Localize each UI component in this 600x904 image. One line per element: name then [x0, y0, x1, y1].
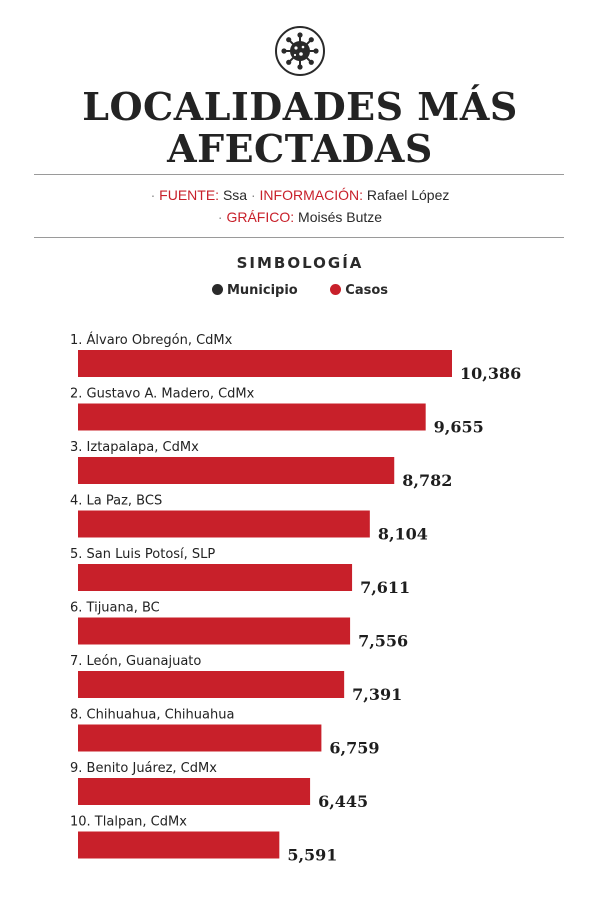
fuente-value: Ssa	[222, 187, 248, 203]
category-label: 7. León, Guanajuato	[70, 654, 201, 669]
category-label: 8. Chihuahua, Chihuahua	[70, 708, 234, 723]
bar	[78, 457, 395, 484]
category-label: 10. Tlalpan, CdMx	[70, 815, 187, 830]
bar	[78, 617, 351, 645]
value-label: 7,611	[360, 578, 410, 597]
value-label: 8,782	[402, 471, 452, 490]
value-label: 9,655	[434, 418, 484, 437]
category-label: 3. Iztapalapa, CdMx	[70, 440, 199, 455]
bar	[78, 510, 370, 538]
fuente-label: FUENTE:	[159, 187, 220, 203]
bar	[78, 350, 452, 377]
divider-bottom	[34, 237, 564, 238]
value-label: 7,556	[358, 632, 408, 651]
credits-line-1: · FUENTE: Ssa · INFORMACIÓN: Rafael Lópe…	[150, 187, 450, 203]
value-label: 5,591	[287, 846, 337, 865]
legend-dot-icon	[211, 284, 223, 295]
category-label: 2. Gustavo A. Madero, CdMx	[70, 387, 255, 402]
page-title: LOCALIDADES MÁS AFECTADAS	[0, 86, 600, 170]
value-label: 8,104	[378, 525, 428, 544]
credits-line-2: · GRÁFICO: Moisés Butze	[217, 209, 383, 225]
bar	[78, 671, 345, 698]
grafico-value: Moisés Butze	[298, 209, 383, 225]
bar	[78, 403, 426, 431]
bar	[78, 831, 280, 859]
category-label: 5. San Luis Potosí, SLP	[70, 547, 215, 562]
bar-chart: 1. Álvaro Obregón, CdMx 10,386 2. Gustavo …	[70, 332, 521, 865]
informacion-label: INFORMACIÓN:	[259, 187, 363, 203]
bar	[78, 778, 311, 805]
category-label: 9. Benito Juárez, CdMx	[70, 761, 217, 776]
title-line-1: LOCALIDADES MÁS	[82, 84, 518, 129]
legend-label: Municipio	[226, 283, 298, 298]
legend: Municipio Casos	[0, 283, 600, 298]
value-label: 7,391	[352, 685, 402, 704]
title-line-2: AFECTADAS	[167, 126, 433, 171]
informacion-value: Rafael López	[366, 187, 450, 203]
virus-icon	[275, 26, 325, 76]
value-label: 6,445	[318, 792, 368, 811]
value-label: 10,386	[460, 364, 521, 383]
legend-dot-icon	[330, 284, 342, 295]
legend-item-municipio: Municipio	[211, 283, 298, 298]
bar	[78, 724, 322, 752]
legend-title: SIMBOLOGÍA	[236, 254, 364, 272]
divider-top	[34, 174, 564, 175]
legend-label: Casos	[345, 283, 389, 298]
grafico-label: GRÁFICO:	[226, 209, 295, 225]
bar	[78, 564, 353, 591]
category-label: 1. Álvaro Obregón, CdMx	[70, 332, 233, 348]
category-label: 4. La Paz, BCS	[70, 494, 162, 509]
legend-item-casos: Casos	[330, 283, 388, 298]
value-label: 6,759	[329, 739, 379, 758]
category-label: 6. Tijuana, BC	[70, 601, 160, 616]
